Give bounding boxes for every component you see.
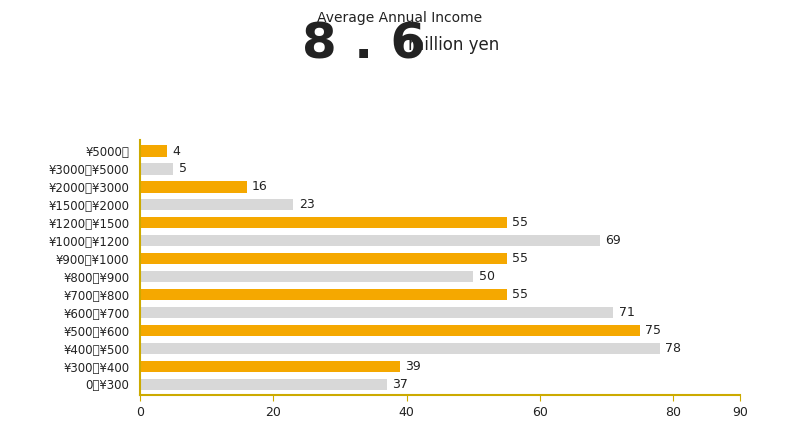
Bar — [140, 199, 294, 210]
Text: 37: 37 — [392, 378, 408, 391]
Bar — [140, 307, 614, 318]
Text: 71: 71 — [618, 306, 634, 319]
Text: 4: 4 — [172, 144, 180, 158]
Text: 8 . 6: 8 . 6 — [302, 21, 426, 68]
Text: 78: 78 — [666, 342, 682, 355]
Text: 55: 55 — [512, 288, 528, 301]
Text: 55: 55 — [512, 252, 528, 265]
Bar — [140, 289, 506, 300]
Bar — [140, 271, 474, 282]
Bar — [140, 379, 386, 390]
Text: 39: 39 — [406, 360, 421, 373]
Bar — [140, 181, 246, 193]
Bar — [140, 361, 400, 372]
Text: 75: 75 — [646, 324, 662, 337]
Text: 16: 16 — [252, 181, 268, 193]
Text: 5: 5 — [178, 162, 186, 176]
Bar — [140, 253, 506, 264]
Text: 69: 69 — [606, 234, 621, 247]
Bar — [140, 343, 660, 354]
Bar — [140, 145, 166, 156]
Text: million yen: million yen — [408, 36, 499, 54]
Text: Average Annual Income: Average Annual Income — [318, 11, 482, 25]
Text: 23: 23 — [298, 198, 314, 211]
Bar — [140, 325, 640, 336]
Text: 55: 55 — [512, 216, 528, 230]
Bar — [140, 164, 174, 175]
Bar — [140, 217, 506, 228]
Bar — [140, 235, 600, 246]
Text: 50: 50 — [478, 270, 494, 283]
